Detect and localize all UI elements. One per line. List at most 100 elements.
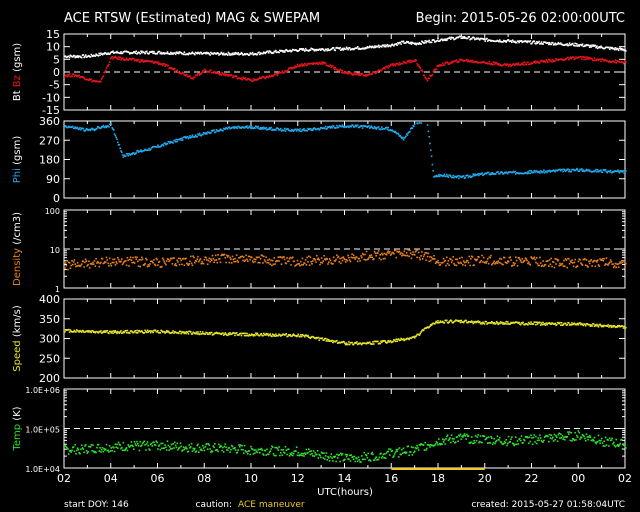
data-point xyxy=(507,39,510,41)
data-point xyxy=(137,260,139,263)
data-point xyxy=(140,149,142,151)
data-point xyxy=(234,447,236,449)
data-point xyxy=(237,52,239,54)
data-point xyxy=(267,52,270,54)
data-point xyxy=(165,329,168,332)
data-point xyxy=(362,253,365,256)
data-point xyxy=(279,454,281,457)
data-point xyxy=(382,44,385,47)
data-point xyxy=(118,143,121,146)
data-point xyxy=(593,57,596,59)
data-point xyxy=(180,332,182,335)
data-point xyxy=(622,444,625,446)
data-point xyxy=(532,323,535,325)
data-point xyxy=(260,333,263,335)
data-point xyxy=(278,129,280,131)
data-point xyxy=(72,263,74,266)
data-point xyxy=(565,324,568,326)
data-point xyxy=(358,73,361,75)
data-point xyxy=(137,265,140,267)
data-point xyxy=(246,451,248,453)
data-point xyxy=(434,175,437,178)
data-point xyxy=(272,453,275,455)
data-point xyxy=(152,52,154,55)
data-point xyxy=(174,53,177,56)
data-point xyxy=(394,340,397,343)
data-point xyxy=(283,452,286,454)
data-point xyxy=(571,440,573,442)
data-point xyxy=(309,337,312,340)
data-point xyxy=(356,343,359,346)
data-point xyxy=(325,340,328,342)
data-point xyxy=(267,76,270,79)
data-point xyxy=(427,41,430,43)
data-point xyxy=(531,171,533,173)
data-point xyxy=(196,52,198,55)
data-point xyxy=(608,46,610,49)
data-point xyxy=(188,444,190,446)
data-point xyxy=(113,261,115,264)
data-point xyxy=(449,36,451,39)
data-point xyxy=(145,61,147,63)
data-point xyxy=(477,37,479,39)
data-point xyxy=(235,332,238,334)
data-point xyxy=(425,41,427,44)
data-point xyxy=(86,330,89,332)
data-point xyxy=(596,171,598,173)
data-point xyxy=(308,49,311,51)
data-point xyxy=(301,257,304,260)
data-point xyxy=(131,444,133,447)
data-point xyxy=(496,321,499,324)
data-point xyxy=(294,128,296,131)
data-point xyxy=(119,147,121,150)
data-point xyxy=(512,262,515,264)
data-point xyxy=(354,124,357,127)
data-point xyxy=(324,337,327,340)
data-point xyxy=(404,42,406,44)
data-point xyxy=(584,437,586,440)
data-point xyxy=(166,440,169,442)
data-point xyxy=(185,257,187,260)
data-point xyxy=(379,342,381,345)
data-point xyxy=(141,331,144,334)
data-point xyxy=(161,442,164,445)
data-point xyxy=(82,127,85,130)
data-point xyxy=(411,253,414,256)
data-point xyxy=(105,67,108,69)
data-point xyxy=(388,252,390,254)
data-point xyxy=(149,148,152,151)
data-point xyxy=(395,338,398,340)
data-point xyxy=(542,260,544,262)
data-point xyxy=(241,255,243,258)
data-point xyxy=(484,261,487,263)
data-point xyxy=(178,263,181,266)
data-point xyxy=(98,265,101,268)
data-point xyxy=(219,53,222,55)
data-point xyxy=(606,325,609,327)
data-point xyxy=(318,259,320,261)
data-point xyxy=(305,264,308,266)
data-point xyxy=(108,53,110,55)
data-point xyxy=(552,42,554,44)
data-point xyxy=(149,330,151,332)
data-point xyxy=(203,332,206,335)
data-point xyxy=(487,436,490,438)
data-point xyxy=(69,126,72,128)
data-point xyxy=(349,260,352,263)
data-point xyxy=(120,330,122,332)
data-point xyxy=(207,259,210,262)
data-point xyxy=(398,250,401,253)
data-point xyxy=(527,321,530,324)
data-point xyxy=(407,249,410,251)
data-point xyxy=(214,71,216,73)
data-point xyxy=(461,59,463,61)
data-point xyxy=(174,67,176,70)
data-point xyxy=(487,171,490,174)
data-point xyxy=(246,125,248,127)
data-point xyxy=(373,340,376,343)
data-point xyxy=(600,60,602,63)
data-point xyxy=(149,443,152,446)
data-point xyxy=(618,324,621,327)
data-point xyxy=(76,447,79,449)
data-point xyxy=(134,52,137,54)
